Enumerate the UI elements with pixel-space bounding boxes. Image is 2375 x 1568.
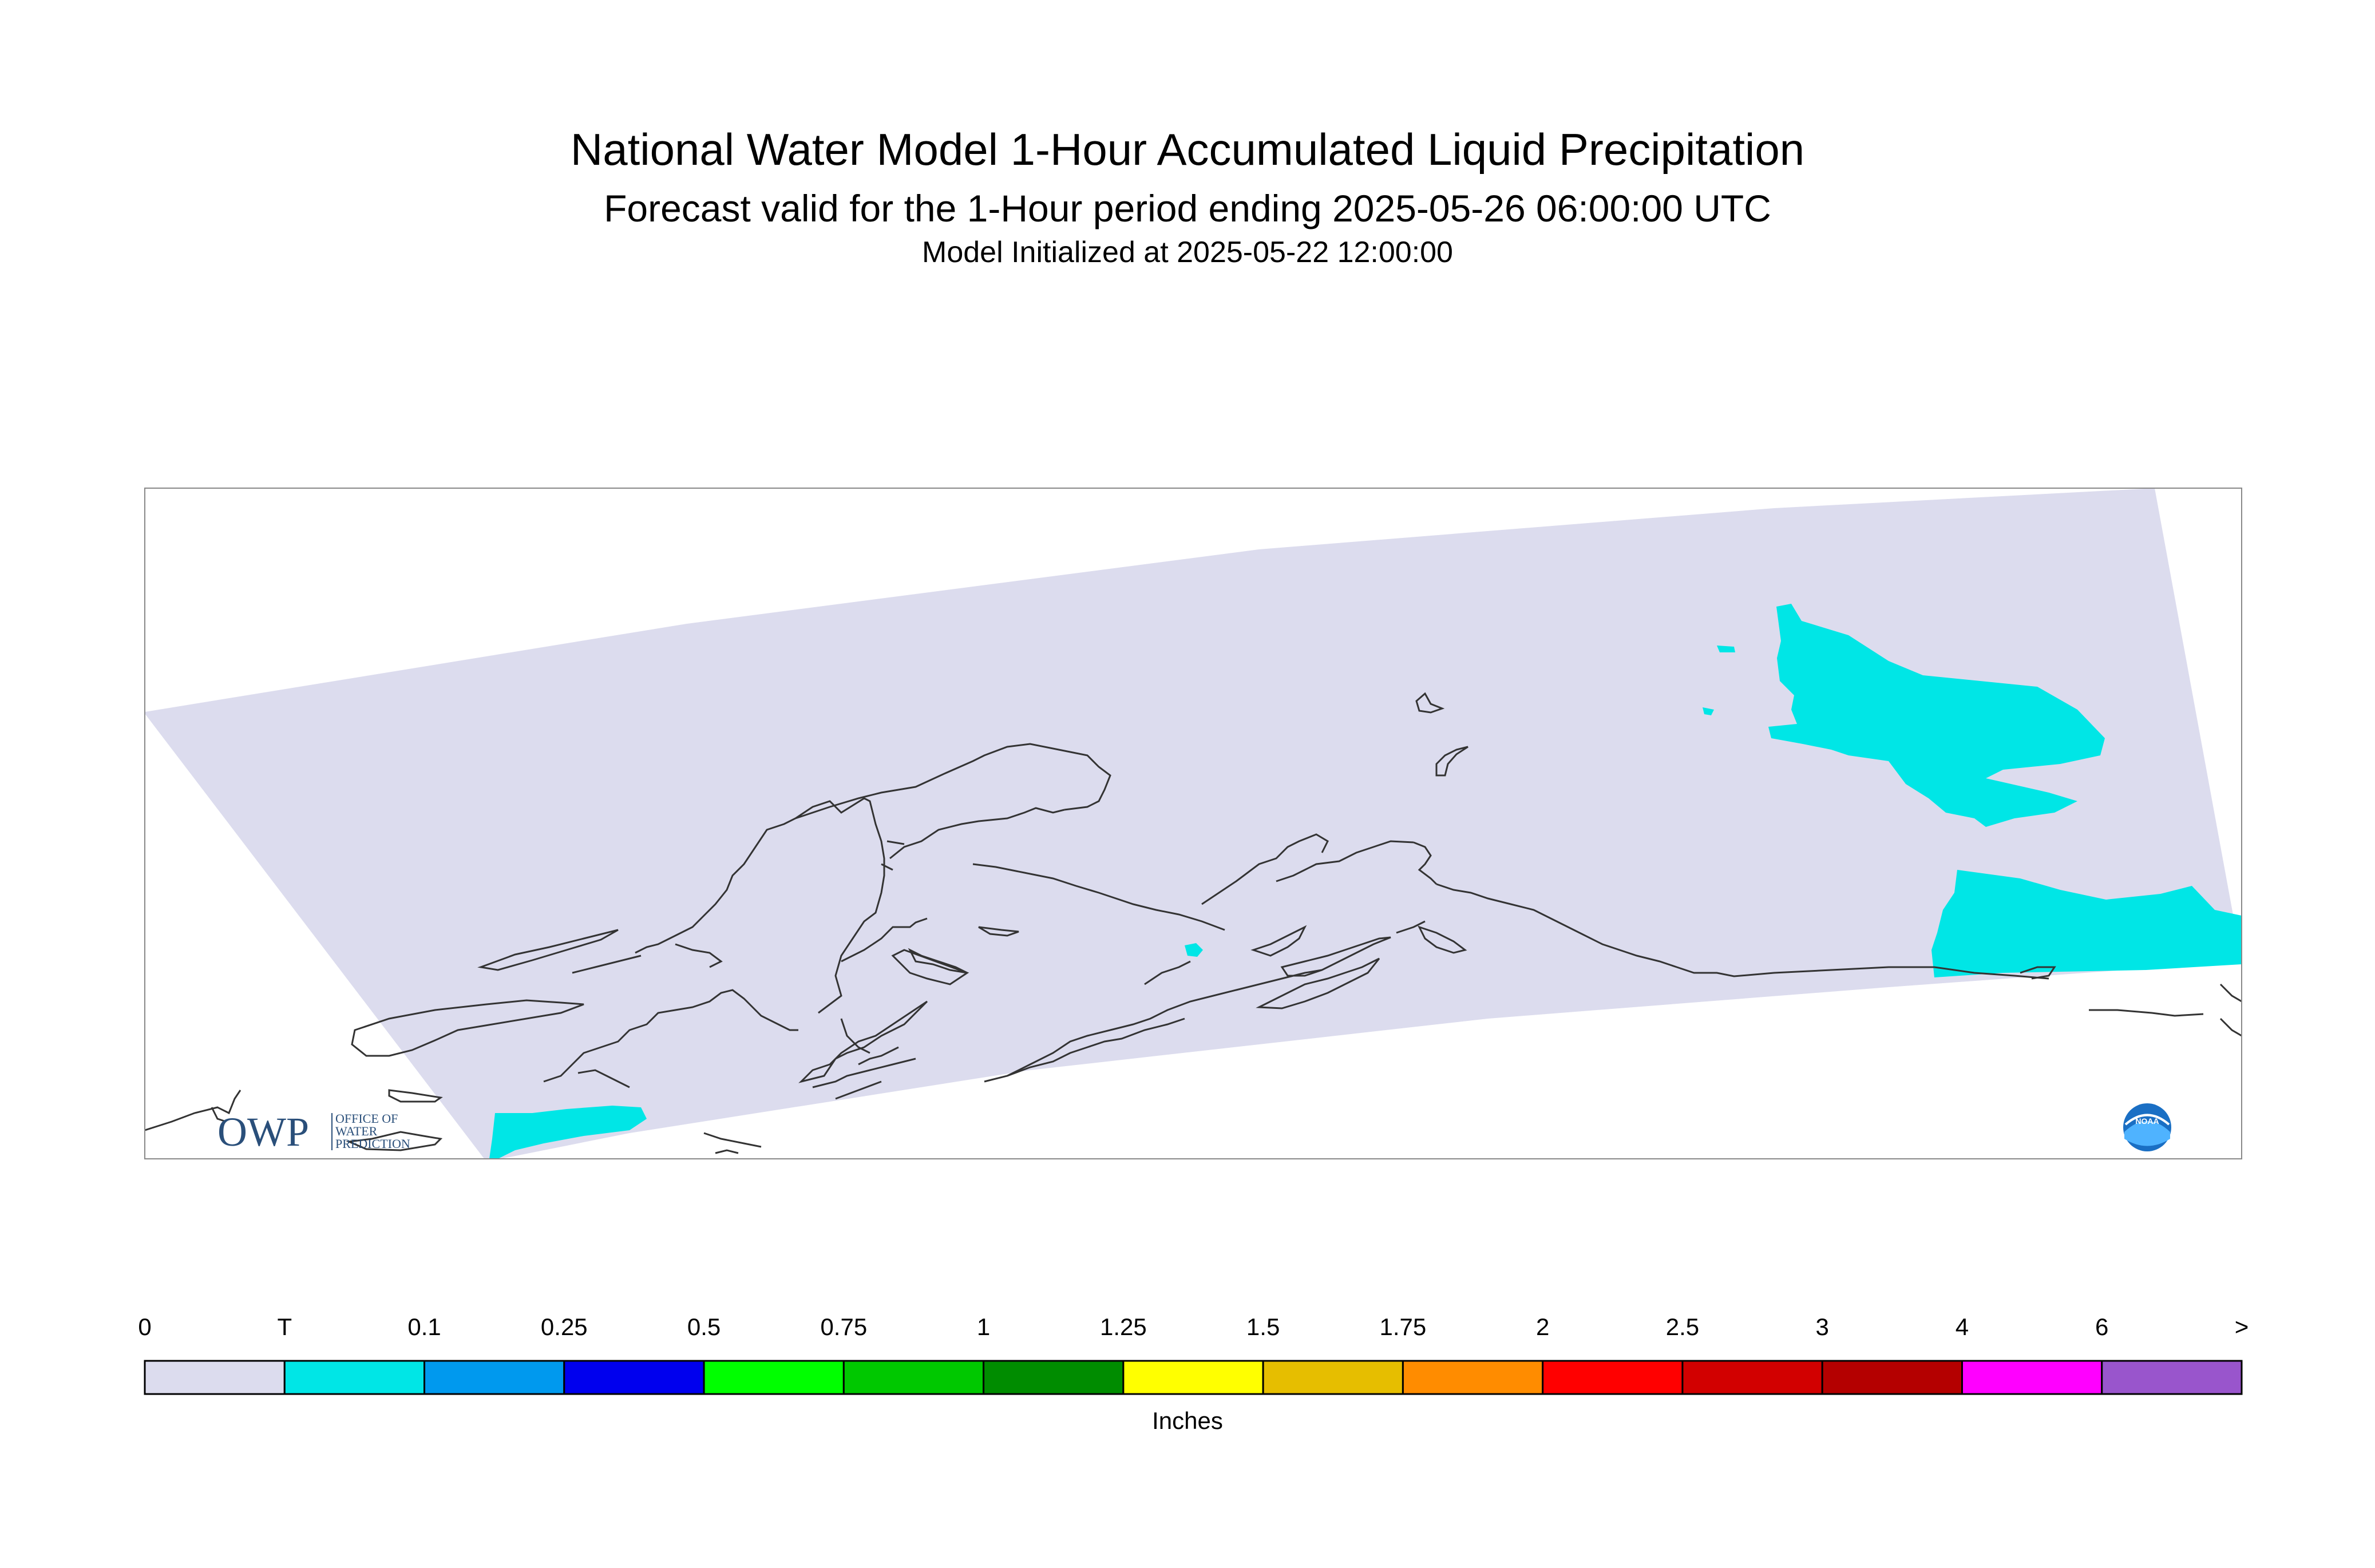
legend-color-bar (144, 1360, 2243, 1395)
legend-tick-label: 2 (1535, 1313, 1550, 1340)
legend-swatch (2101, 1360, 2243, 1395)
legend-tick-label: 1.5 (1246, 1313, 1280, 1340)
legend-swatch (1122, 1360, 1264, 1395)
map-subtitle: Forecast valid for the 1-Hour period end… (604, 187, 1771, 229)
noaa-logo: NOAA (2123, 1103, 2171, 1151)
legend-swatch (1542, 1360, 1684, 1395)
legend-swatch (563, 1360, 705, 1395)
legend-swatch (423, 1360, 565, 1395)
precip-spot-ne-1 (1717, 646, 1735, 652)
legend-tick-label: 1 (976, 1313, 991, 1340)
coastlines (145, 692, 2242, 1154)
legend-tick-label: 1.25 (1099, 1313, 1147, 1340)
precip-spot-small (1185, 943, 1203, 957)
legend-tick-label: 2.5 (1665, 1313, 1700, 1340)
precip-area-east (1931, 870, 2242, 977)
legend-tick-label: 0.1 (407, 1313, 441, 1340)
precip-area-southwest (489, 1106, 647, 1159)
legend-swatch (1262, 1360, 1404, 1395)
legend-swatch (1961, 1360, 2103, 1395)
precip-spot-ne-2 (1703, 707, 1714, 715)
legend-tick-label: T (277, 1313, 292, 1340)
legend-swatch (983, 1360, 1125, 1395)
legend-swatch (1821, 1360, 1963, 1395)
model-init-time: Model Initialized at 2025-05-22 12:00:00 (922, 236, 1453, 269)
legend-tick-label: 0 (138, 1313, 152, 1340)
model-domain (145, 488, 2242, 1159)
owp-logo-line-1: OFFICE OF (335, 1111, 398, 1126)
legend-tick-label: > (2234, 1313, 2249, 1340)
legend-swatch (1681, 1360, 1823, 1395)
legend-tick-label: 0.75 (820, 1313, 868, 1340)
owp-logo: OWP OFFICE OF WATER PREDICTION (217, 1109, 410, 1155)
legend-tick-label: 6 (2095, 1313, 2109, 1340)
legend-tick-label: 0.5 (687, 1313, 721, 1340)
legend-swatch (842, 1360, 985, 1395)
precip-area-north (1768, 604, 2105, 827)
legend-swatch (1402, 1360, 1544, 1395)
legend-swatch (144, 1360, 286, 1395)
legend-tick-label: 3 (1815, 1313, 1829, 1340)
owp-logo-text: OWP (217, 1109, 309, 1155)
noaa-logo-text: NOAA (2135, 1116, 2159, 1126)
legend-tick-label: 0.25 (540, 1313, 588, 1340)
owp-logo-line-2: WATER (335, 1124, 378, 1138)
legend-unit: Inches (1152, 1407, 1223, 1434)
map-frame (144, 488, 2242, 1159)
map-title: National Water Model 1-Hour Accumulated … (570, 124, 1805, 175)
legend-swatch (703, 1360, 845, 1395)
legend-tick-label: 1.75 (1379, 1313, 1427, 1340)
legend-tick-label: 4 (1955, 1313, 1969, 1340)
owp-logo-line-3: PREDICTION (335, 1137, 410, 1151)
legend-swatch (283, 1360, 426, 1395)
